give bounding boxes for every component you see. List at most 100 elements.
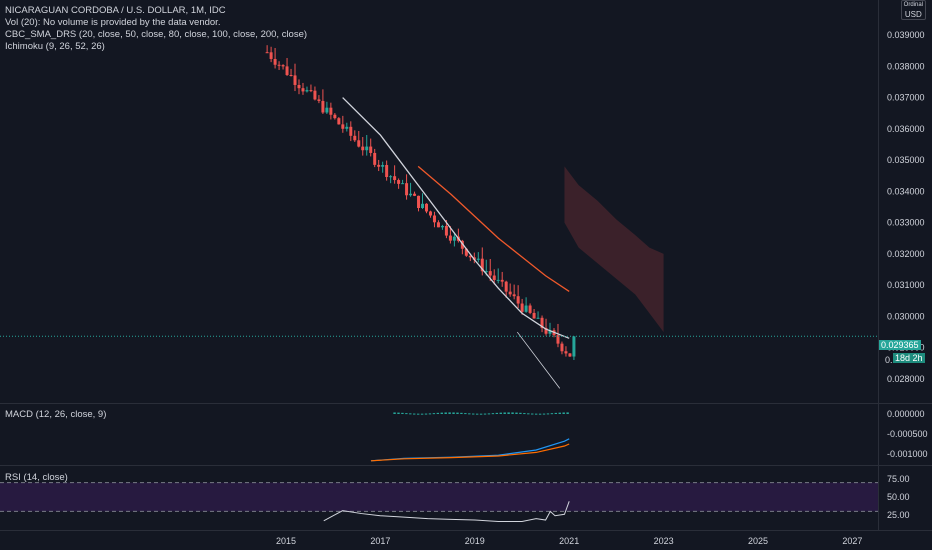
ichimoku-legend[interactable]: Ichimoku (9, 26, 52, 26) (5, 41, 105, 52)
macd-histogram-bar (487, 413, 491, 415)
candle-body (413, 193, 417, 196)
macd-histogram-bar (428, 413, 432, 415)
macd-histogram-bar (444, 412, 447, 414)
macd-histogram-bar (495, 412, 499, 414)
macd-histogram-bar (393, 412, 396, 414)
candle-body (273, 58, 277, 65)
macd-histogram-bar (401, 412, 404, 414)
candle-body (369, 146, 373, 153)
macd-histogram-bar (558, 412, 561, 414)
macd-histogram-bar (420, 413, 424, 415)
candle-body (285, 66, 289, 75)
macd-histogram-bar (413, 413, 416, 415)
candle-body (333, 114, 337, 119)
macd-histogram-bar (503, 412, 506, 414)
candle-body (476, 258, 480, 260)
rsi-label[interactable]: RSI (14, close) (5, 472, 68, 483)
candle-body (301, 88, 305, 92)
candle-body (421, 203, 425, 209)
candle-body (468, 255, 472, 258)
price-tick-label: 0.032000 (887, 249, 925, 259)
macd-histogram-bar (542, 413, 546, 415)
candle-body (568, 353, 572, 357)
candle-body (440, 225, 444, 228)
currency-mode: Ordinal (903, 2, 923, 8)
macd-tick-label: 0.000000 (887, 409, 925, 419)
series-line-0 (342, 97, 570, 339)
price-tick-label: 0.037000 (887, 93, 925, 103)
price-tick-label: 0.028000 (887, 374, 925, 384)
candle-body (516, 296, 520, 304)
ichimoku-cloud (564, 166, 664, 333)
rsi-tick-label: 75.00 (887, 474, 910, 484)
candle-body (436, 222, 440, 228)
macd-histogram-bar (519, 412, 522, 414)
macd-histogram-bar (554, 412, 558, 414)
candle-body (428, 211, 432, 216)
currency-button[interactable]: Ordinal USD (900, 0, 926, 20)
candle-body (528, 305, 532, 313)
price-tick-label: 0.031000 (887, 280, 925, 290)
rsi-tick-label: 25.00 (887, 510, 910, 520)
macd-histogram-bar (405, 413, 408, 415)
candle-body (265, 52, 269, 54)
price-tick-label: 0.038000 (887, 61, 925, 71)
candle-body (357, 140, 361, 147)
macd-histogram-bar (475, 413, 479, 415)
macd-histogram-bar (511, 412, 514, 414)
candle-body (556, 335, 560, 344)
candle-body (377, 164, 381, 167)
macd-histogram-bar (424, 413, 428, 415)
candle-body (488, 271, 492, 276)
candle-body (512, 294, 516, 297)
candle-body (345, 126, 349, 129)
macd-histogram-bar (483, 413, 487, 415)
sma-legend[interactable]: CBC_SMA_DRS (20, close, 50, close, 80, c… (5, 29, 308, 40)
macd-histogram-bar (432, 413, 436, 415)
candle-body (305, 90, 309, 92)
volume-legend[interactable]: Vol (20): No volume is provided by the d… (5, 17, 221, 28)
symbol-title[interactable]: NICARAGUAN CORDOBA / U.S. DOLLAR, 1M, ID… (5, 5, 226, 16)
partial-price-label: 0. (885, 355, 893, 365)
candle-body (492, 275, 496, 280)
candle-body (484, 271, 488, 273)
macd-histogram-bar (566, 412, 569, 414)
candle-body (397, 180, 401, 184)
candle-body (524, 305, 528, 312)
macd-histogram-bar (499, 412, 502, 414)
macd-histogram-bar (538, 413, 542, 415)
candle-body (401, 183, 405, 185)
candle-body (464, 248, 468, 256)
candle-body (564, 351, 568, 354)
candle-body (496, 279, 500, 281)
candle-body (317, 99, 321, 101)
macd-histogram-bar (479, 413, 483, 415)
candle-body (480, 258, 484, 272)
candle-body (269, 52, 273, 59)
macd-histogram-bar (416, 413, 420, 415)
candle-body (321, 100, 325, 113)
macd-tick-label: -0.000500 (887, 429, 928, 439)
candle-body (544, 328, 548, 334)
candle-body (385, 165, 389, 177)
macd-histogram-bar (436, 412, 440, 414)
candle-body (532, 312, 536, 319)
candle-body (325, 107, 329, 113)
candle-body (417, 195, 421, 209)
candle-body (349, 126, 353, 136)
macd-histogram-bar (397, 412, 400, 414)
candle-body (452, 236, 456, 241)
candle-body (504, 281, 508, 292)
macd-histogram-bar (452, 412, 455, 414)
macd-histogram-bar (468, 413, 471, 415)
price-tick-label: 0.034000 (887, 186, 925, 196)
series-line-1 (417, 165, 570, 292)
time-tick-label: 2023 (654, 536, 674, 546)
candle-body (572, 336, 576, 357)
time-tick-label: 2021 (559, 536, 579, 546)
time-tick-label: 2019 (465, 536, 485, 546)
candle-body (365, 146, 369, 151)
macd-histogram-bar (472, 413, 475, 415)
macd-label[interactable]: MACD (12, 26, close, 9) (5, 409, 107, 420)
